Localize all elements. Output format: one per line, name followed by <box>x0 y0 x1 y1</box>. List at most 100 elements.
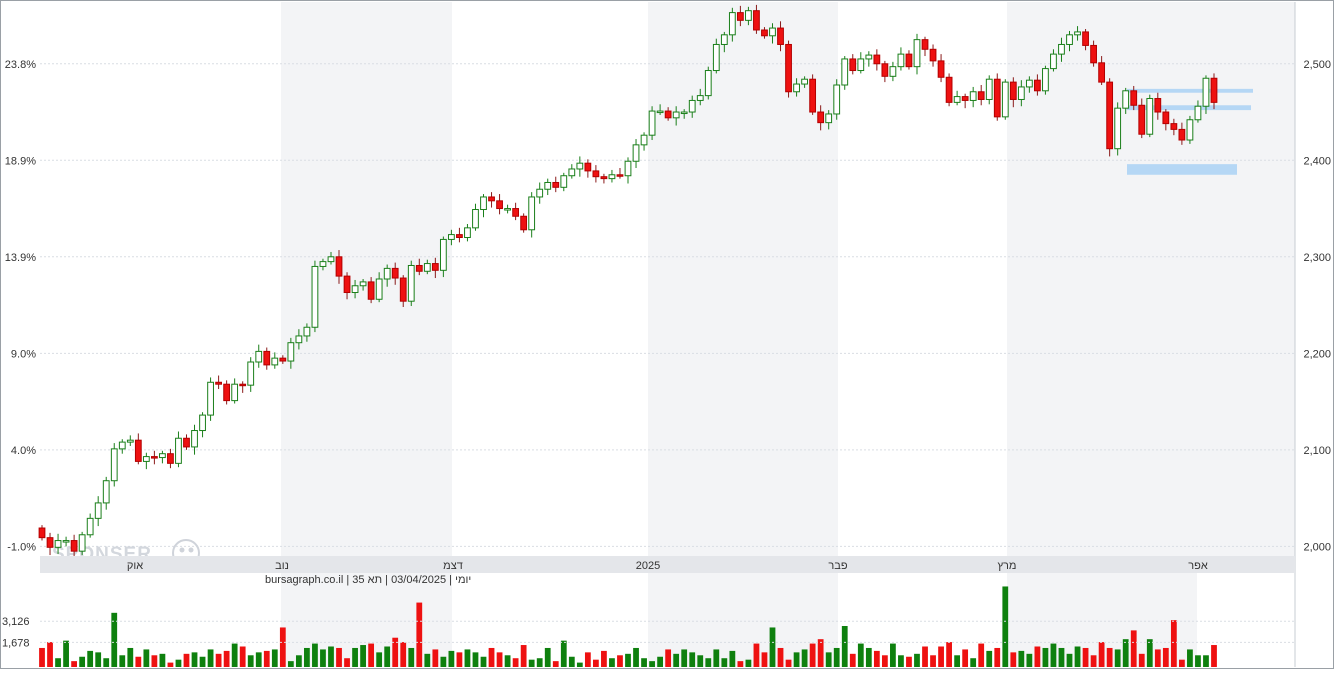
candle-body-up <box>656 110 664 114</box>
volume-bar <box>1066 653 1073 667</box>
volume-bar <box>191 652 198 667</box>
candle-body-down <box>929 48 937 62</box>
volume-bar <box>1026 653 1033 667</box>
candle <box>712 38 720 74</box>
candle-body-down <box>753 10 760 31</box>
volume-bar <box>1162 647 1169 667</box>
candle-body-up <box>159 453 166 459</box>
candle-body-up <box>985 78 993 100</box>
candle <box>175 431 182 468</box>
volume-bar <box>633 647 639 667</box>
candle-body-up <box>825 113 833 124</box>
candle-body-down <box>38 527 46 539</box>
volume-bar <box>593 659 599 667</box>
candle-body-down <box>993 78 1001 118</box>
candle-body-up <box>528 196 536 231</box>
candle-body-down <box>849 58 857 72</box>
candle <box>367 277 375 304</box>
candle-body-down <box>881 63 889 77</box>
candle <box>841 56 849 90</box>
candle <box>407 260 415 307</box>
candle-body-up <box>648 110 656 136</box>
candle <box>1114 102 1122 156</box>
candle <box>897 47 905 71</box>
candle-body-down <box>584 162 592 172</box>
volume-bar <box>400 642 407 667</box>
candle-body-down <box>1154 98 1162 113</box>
volume-bar <box>729 650 736 667</box>
candle <box>624 157 632 184</box>
candle <box>961 93 969 109</box>
volume-bars <box>39 586 1217 667</box>
candle <box>873 49 881 71</box>
candle-body-down <box>150 456 158 459</box>
candle <box>359 279 367 291</box>
info-line: יומי | 03/04/2025 | תא 35 | bursagraph.c… <box>265 574 471 586</box>
volume-bar <box>456 652 463 667</box>
volume-bar <box>785 659 792 667</box>
candle-body-down <box>1210 77 1218 103</box>
candle-body-up <box>608 174 616 180</box>
month-bands <box>281 2 1295 667</box>
candle-body-up <box>191 430 198 448</box>
candle-body-up <box>86 517 94 536</box>
candle <box>817 105 825 131</box>
candle-body-down <box>945 76 953 103</box>
left-axis-tick-label: -1.0% <box>7 541 36 553</box>
candle <box>126 435 134 446</box>
volume-bar <box>994 647 1001 667</box>
left-axis-tick-label: 9.0% <box>11 348 36 360</box>
candle-body-up <box>801 78 808 85</box>
candle-body-up <box>448 234 455 240</box>
volume-bar <box>496 652 503 667</box>
candle-body-up <box>423 263 431 272</box>
candle <box>1170 118 1178 136</box>
candle-body-down <box>937 60 945 78</box>
volume-bar <box>873 650 880 667</box>
month-band <box>281 2 452 556</box>
candle-body-up <box>271 357 279 366</box>
candle <box>488 192 495 208</box>
candle-body-up <box>913 39 921 68</box>
candle <box>399 275 407 307</box>
candle <box>921 36 929 57</box>
volume-bar <box>1130 630 1137 667</box>
candle <box>86 513 94 538</box>
volume-bar <box>312 643 318 667</box>
volume-bar <box>930 655 936 667</box>
candle-body-up <box>1025 79 1033 88</box>
volume-bar <box>1090 655 1097 667</box>
highlight-zone <box>1127 88 1253 93</box>
candle <box>969 86 977 108</box>
left-axis-tick-label: 4.0% <box>11 445 36 457</box>
volume-bar <box>440 656 447 667</box>
volume-bar <box>777 647 784 667</box>
volume-bar <box>279 627 286 667</box>
candle-body-up <box>672 111 680 119</box>
volume-bar <box>416 602 423 667</box>
volume-bar <box>665 649 672 667</box>
candle-body-down <box>431 263 439 271</box>
candle <box>167 448 174 469</box>
candle-body-down <box>817 111 825 124</box>
candle <box>953 90 961 106</box>
candle-body-up <box>255 350 263 363</box>
candle <box>1034 74 1041 96</box>
candle <box>528 192 536 238</box>
candle <box>913 33 921 75</box>
candle <box>255 344 263 368</box>
volume-bar <box>1114 649 1121 667</box>
candle-body-up <box>568 168 576 177</box>
volume-bar <box>183 653 190 667</box>
candle <box>592 165 600 183</box>
right-axis-tick-label: 2,400 <box>1303 155 1331 167</box>
candle-body-up <box>311 265 319 328</box>
candle-body-up <box>383 267 391 280</box>
volume-bar <box>657 656 663 667</box>
volume-bar <box>617 655 623 667</box>
highlight-zone <box>1127 164 1237 175</box>
month-band <box>1007 2 1197 556</box>
candle <box>632 139 640 169</box>
candle <box>849 54 857 75</box>
candle <box>1001 79 1009 120</box>
